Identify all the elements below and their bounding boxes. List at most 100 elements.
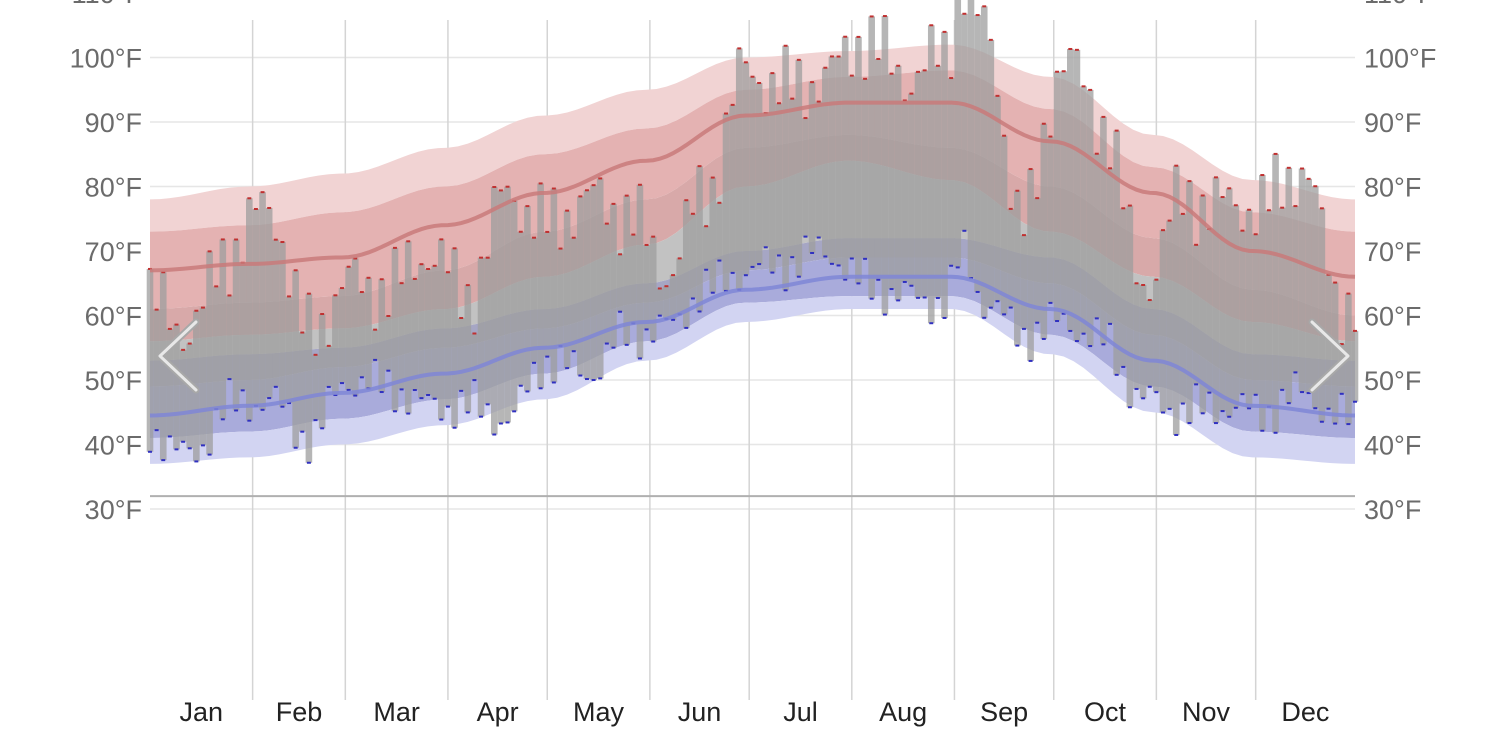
month-label-Oct: Oct <box>1084 697 1127 727</box>
daily-bar <box>153 309 160 431</box>
daily-low-tick <box>280 405 285 408</box>
daily-bar <box>265 207 273 399</box>
daily-low-tick <box>1326 407 1331 410</box>
daily-high-tick <box>1108 167 1113 170</box>
daily-bar <box>908 93 915 286</box>
daily-high-tick <box>1154 278 1159 281</box>
daily-low-tick <box>770 271 775 274</box>
daily-low-tick <box>1015 344 1020 347</box>
y-axis-left: 30°F40°F50°F60°F70°F80°F90°F100°F110°F12… <box>70 0 142 525</box>
daily-bar <box>1219 197 1226 412</box>
band-high-p10-p25 <box>150 134 1355 342</box>
daily-high-tick <box>1068 47 1073 50</box>
daily-bar <box>1119 208 1127 367</box>
daily-high-tick <box>1300 167 1305 170</box>
daily-high-tick <box>1094 152 1099 155</box>
daily-low-tick <box>260 408 265 411</box>
daily-low-tick <box>710 291 715 294</box>
daily-low-tick <box>591 379 596 382</box>
daily-high-tick <box>1319 207 1324 210</box>
daily-bar <box>186 343 194 449</box>
daily-bar <box>954 0 962 268</box>
daily-bar <box>444 272 452 407</box>
daily-high-tick <box>584 189 589 192</box>
daily-bar <box>325 345 333 387</box>
daily-low-tick <box>1260 429 1265 432</box>
daily-bar <box>219 239 227 420</box>
daily-low-tick <box>816 236 821 239</box>
daily-low-tick <box>1207 391 1212 394</box>
daily-bar <box>610 203 617 348</box>
daily-high-tick <box>697 165 702 168</box>
daily-low-tick <box>644 328 649 331</box>
daily-high-tick <box>472 332 477 335</box>
daily-high-tick <box>796 58 801 61</box>
daily-low-tick <box>1300 391 1305 394</box>
daily-bar <box>365 277 372 389</box>
daily-high-tick <box>1015 189 1020 192</box>
daily-high-tick <box>200 306 205 309</box>
daily-bar <box>1252 234 1259 395</box>
daily-bar <box>716 202 723 261</box>
previous-button[interactable] <box>152 318 204 394</box>
daily-high-tick <box>459 317 464 320</box>
average-low-line <box>149 274 1356 418</box>
daily-bar <box>590 185 597 381</box>
daily-low-tick <box>432 397 437 400</box>
daily-low-tick <box>1247 407 1252 410</box>
daily-high-tick <box>1127 204 1132 207</box>
daily-high-tick <box>896 64 901 67</box>
daily-high-tick <box>856 35 861 38</box>
daily-bar <box>1159 230 1167 413</box>
daily-bar <box>643 244 650 330</box>
daily-low-tick <box>220 418 225 421</box>
daily-bar <box>464 285 472 413</box>
daily-low-tick <box>783 289 788 292</box>
daily-high-tick <box>346 265 351 268</box>
daily-bar <box>888 73 895 290</box>
daily-bar <box>239 262 246 391</box>
daily-bar <box>1166 220 1173 409</box>
band-high-p25-p75 <box>150 70 1355 316</box>
daily-low-tick <box>995 300 1000 303</box>
percentile-bands <box>150 44 1355 464</box>
daily-high-tick <box>1121 207 1126 210</box>
daily-high-tick <box>863 77 868 80</box>
daily-low-tick <box>1068 329 1073 332</box>
y-tick-right-70: 70°F <box>1364 237 1421 267</box>
daily-low-tick <box>1319 420 1324 423</box>
daily-high-tick <box>843 35 848 38</box>
daily-low-tick <box>690 297 695 300</box>
daily-low-tick <box>962 229 967 232</box>
daily-low-tick <box>498 422 503 425</box>
daily-bar <box>822 67 829 257</box>
y-tick-left-60: 60°F <box>85 302 142 332</box>
daily-high-tick <box>1161 229 1165 232</box>
next-button[interactable] <box>1304 318 1356 394</box>
daily-high-tick <box>664 285 669 288</box>
daily-high-tick <box>545 230 550 233</box>
daily-bar <box>755 83 763 265</box>
daily-low-tick <box>790 256 795 259</box>
daily-bar <box>471 333 478 381</box>
daily-low-tick <box>167 435 172 438</box>
daily-low-tick <box>1081 332 1086 335</box>
daily-low-tick <box>684 326 689 329</box>
daily-low-tick <box>525 390 530 393</box>
daily-low-tick <box>657 314 662 317</box>
daily-high-tick <box>1220 196 1225 199</box>
daily-bar <box>398 283 405 390</box>
daily-bar <box>418 264 425 399</box>
month-label-Feb: Feb <box>276 697 323 727</box>
daily-bar <box>1093 153 1101 319</box>
daily-high-tick <box>532 236 536 239</box>
daily-low-tick <box>1121 365 1126 368</box>
daily-high-tick <box>340 287 344 290</box>
daily-low-tick <box>426 394 431 397</box>
y-tick-left-30: 30°F <box>85 495 142 525</box>
daily-low-tick <box>551 381 556 384</box>
daily-high-tick <box>684 199 689 202</box>
daily-high-tick <box>737 47 742 50</box>
daily-low-tick <box>538 387 543 390</box>
daily-high-tick <box>624 194 629 197</box>
